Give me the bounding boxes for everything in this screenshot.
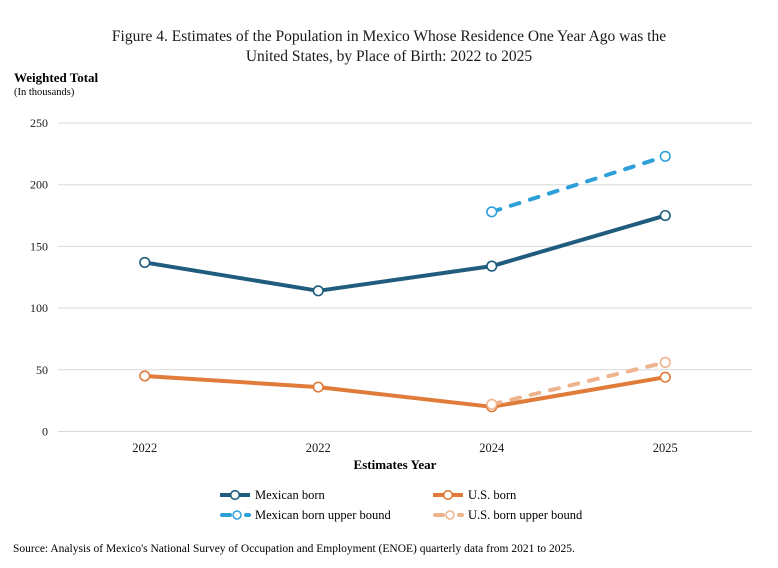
x-tick-label: 2022: [306, 441, 331, 455]
y-axis-header: Weighted Total (In thousands): [14, 70, 98, 98]
legend-label-us-born: U.S. born: [468, 487, 517, 502]
data-point-marker: [659, 371, 671, 383]
legend-marker-glyph: [433, 510, 464, 520]
data-point-marker: [486, 260, 498, 272]
x-axis-title: Estimates Year: [353, 457, 437, 472]
legend-marker-mexican-born-icon: [219, 489, 253, 501]
data-point-marker: [659, 356, 671, 368]
data-point-marker: [486, 398, 498, 410]
chart-title-line1: Figure 4. Estimates of the Population in…: [111, 28, 667, 45]
y-tick-label: 250: [30, 116, 48, 130]
y-axis-title: Weighted Total: [14, 70, 99, 85]
data-point-marker: [312, 381, 324, 393]
legend-marker-glyph: [433, 489, 463, 501]
data-point-marker: [139, 370, 151, 382]
series-line-mexican-born: [142, 213, 668, 293]
data-point-marker: [486, 206, 498, 218]
y-tick-label: 50: [36, 363, 48, 377]
legend-label-mexican-born-upper-bound: Mexican born upper bound: [255, 507, 391, 522]
line-chart-plot-area: 0 50 100 150 200 250 2022 2022 2024 2025: [30, 116, 752, 455]
legend-label-us-born-upper-bound: U.S. born upper bound: [468, 507, 583, 522]
legend-marker-mexican-born-upper-bound-icon: [219, 509, 253, 521]
legend-marker-us-born-upper-bound-icon: [432, 509, 466, 521]
series-line-u-s-born-upper-bound: [489, 360, 668, 407]
y-axis-subtitle: (In thousands): [14, 87, 75, 98]
y-tick-label: 100: [30, 301, 48, 315]
data-point-marker: [312, 285, 324, 297]
y-tick-label: 200: [30, 178, 48, 192]
legend-marker-us-born-icon: [432, 489, 466, 501]
chart-title: Figure 4. Estimates of the Population in…: [0, 27, 778, 67]
data-point-marker: [659, 150, 671, 162]
legend-marker-glyph: [220, 489, 250, 501]
x-tick-label: 2024: [479, 441, 505, 455]
x-tick-label: 2025: [653, 441, 678, 455]
series-line-u-s-born: [142, 373, 668, 409]
chart-title-line2: United States, by Place of Birth: 2022 t…: [245, 48, 533, 65]
data-point-marker: [139, 256, 151, 269]
data-point-marker: [659, 209, 671, 222]
legend-label-mexican-born: Mexican born: [255, 487, 325, 502]
series-line-mexican-born-upper-bound: [489, 154, 668, 214]
legend-item-us-born-upper-bound: U.S. born upper bound: [432, 508, 582, 523]
legend-item-mexican-born: Mexican born: [219, 488, 432, 503]
legend-item-mexican-born-upper-bound: Mexican born upper bound: [219, 508, 432, 523]
source-note: Source: Analysis of Mexico's National Su…: [13, 543, 575, 555]
y-tick-label: 150: [30, 239, 48, 253]
legend-item-us-born: U.S. born: [432, 488, 582, 503]
x-tick-label: 2022: [132, 441, 157, 455]
chart-legend: Mexican born U.S. born Mexican born uppe…: [219, 485, 582, 525]
y-tick-label: 0: [42, 425, 48, 439]
legend-marker-glyph: [220, 510, 251, 520]
